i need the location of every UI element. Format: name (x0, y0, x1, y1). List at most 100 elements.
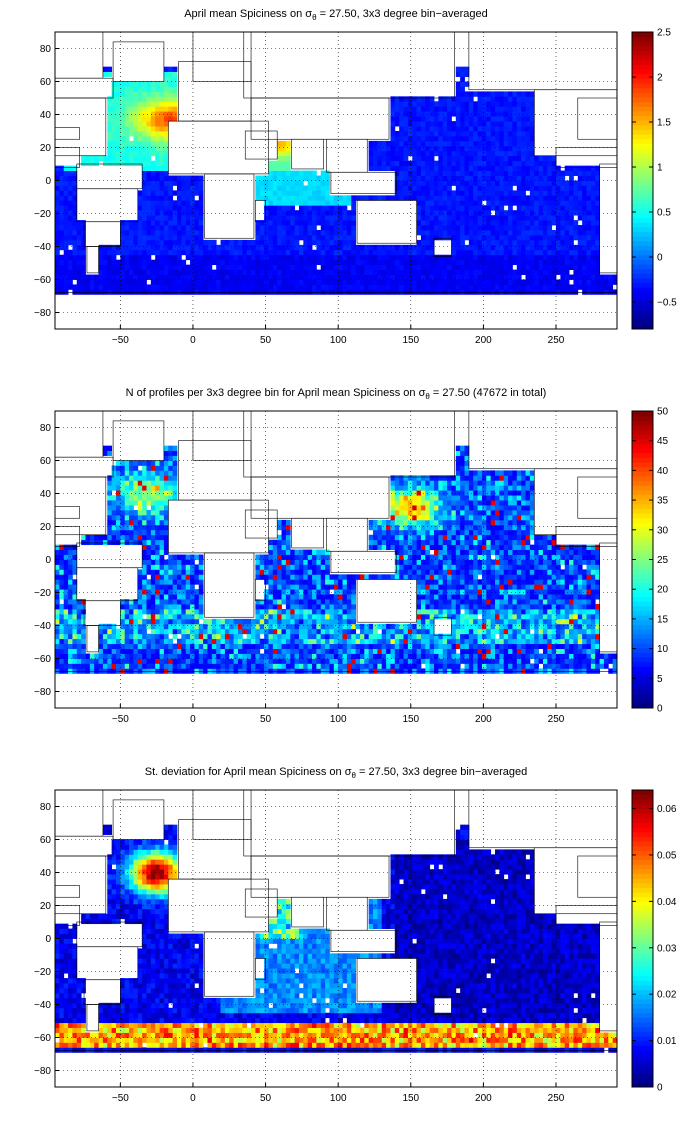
bin-cell (142, 185, 147, 191)
bin-cell (268, 569, 274, 575)
colorbar-step (632, 180, 653, 186)
bin-cell (516, 210, 522, 216)
bin-cell (137, 116, 143, 122)
bin-cell (142, 284, 147, 290)
bin-cell (72, 195, 78, 201)
bin-cell (190, 653, 195, 659)
bin-cell (155, 239, 160, 246)
bin-cell (124, 524, 130, 531)
bin-cell (325, 195, 330, 201)
bin-cell (416, 185, 422, 191)
bin-cell (190, 594, 195, 600)
bin-cell (569, 239, 574, 246)
bin-cell (68, 210, 73, 216)
bin-cell (168, 658, 174, 664)
bin-cell (316, 230, 322, 236)
bin-cell (525, 126, 531, 132)
bin-cell (521, 195, 526, 201)
bin-cell (111, 259, 117, 266)
bin-cell (512, 140, 518, 147)
bin-cell (172, 66, 178, 72)
bin-cell (438, 96, 444, 102)
bin-cell (529, 160, 535, 167)
bin-cell (146, 579, 152, 585)
bin-cell (137, 205, 143, 211)
bin-cell (499, 264, 505, 270)
bin-cell (425, 145, 431, 152)
bin-cell (211, 618, 217, 625)
bin-cell (281, 544, 287, 550)
bin-cell (490, 96, 496, 102)
bin-cell (111, 160, 117, 167)
bin-cell (246, 249, 252, 256)
bin-cell (516, 170, 522, 176)
bin-cell (168, 116, 174, 122)
bin-cell (556, 170, 561, 176)
bin-cell (447, 289, 452, 295)
bin-cell (490, 135, 496, 142)
bin-cell (163, 613, 169, 620)
bin-cell (512, 269, 518, 275)
bin-cell (481, 145, 487, 152)
bin-cell (451, 135, 457, 142)
bin-cell (120, 220, 126, 226)
bin-cell (272, 609, 278, 615)
bin-cell (63, 594, 69, 600)
bin-cell (499, 269, 505, 275)
bin-cell (551, 289, 557, 295)
bin-cell (120, 96, 126, 102)
bin-cell (163, 658, 169, 664)
land-outline (330, 171, 397, 195)
bin-cell (159, 106, 165, 112)
bin-cell (512, 220, 518, 226)
bin-cell (137, 244, 143, 251)
bin-cell (137, 264, 143, 270)
bin-cell (233, 239, 239, 246)
bin-cell (277, 160, 282, 167)
land-outline (204, 173, 255, 239)
bin-cell (407, 131, 413, 137)
bin-cell (150, 510, 156, 516)
bin-cell (420, 274, 426, 280)
bin-cell (460, 121, 465, 127)
land-outline (83, 221, 121, 247)
bin-cell (394, 135, 400, 142)
bin-cell (399, 101, 404, 107)
bin-cell (438, 190, 444, 196)
x-tick-label: 50 (260, 335, 272, 346)
bin-cell (163, 663, 169, 669)
bin-cell (386, 165, 391, 171)
bin-cell (59, 269, 65, 275)
bin-cell (129, 160, 134, 167)
bin-cell (268, 609, 274, 615)
bin-cell (59, 195, 65, 201)
bin-cell (438, 195, 444, 201)
bin-cell (150, 470, 156, 476)
bin-cell (159, 505, 165, 511)
bin-cell (425, 264, 431, 270)
bin-cell (473, 155, 478, 162)
bin-cell (547, 220, 553, 226)
bin-cell (237, 244, 243, 251)
bin-cell (94, 663, 99, 669)
bin-cell (111, 514, 117, 521)
bin-cell (582, 180, 587, 186)
bin-cell (72, 584, 78, 590)
bin-cell (285, 284, 291, 290)
bin-cell (81, 604, 86, 610)
bin-cell (285, 633, 291, 640)
bin-cell (399, 289, 404, 295)
bin-cell (185, 623, 191, 630)
bin-cell (329, 230, 335, 236)
bin-cell (146, 534, 152, 541)
bin-cell (464, 230, 470, 236)
bin-cell (512, 190, 518, 196)
bin-cell (159, 495, 165, 501)
bin-cell (434, 289, 439, 295)
bin-cell (137, 284, 143, 290)
bin-cell (176, 234, 182, 241)
bin-cell (468, 264, 474, 270)
bin-cell (142, 623, 147, 630)
bin-cell (412, 116, 417, 122)
